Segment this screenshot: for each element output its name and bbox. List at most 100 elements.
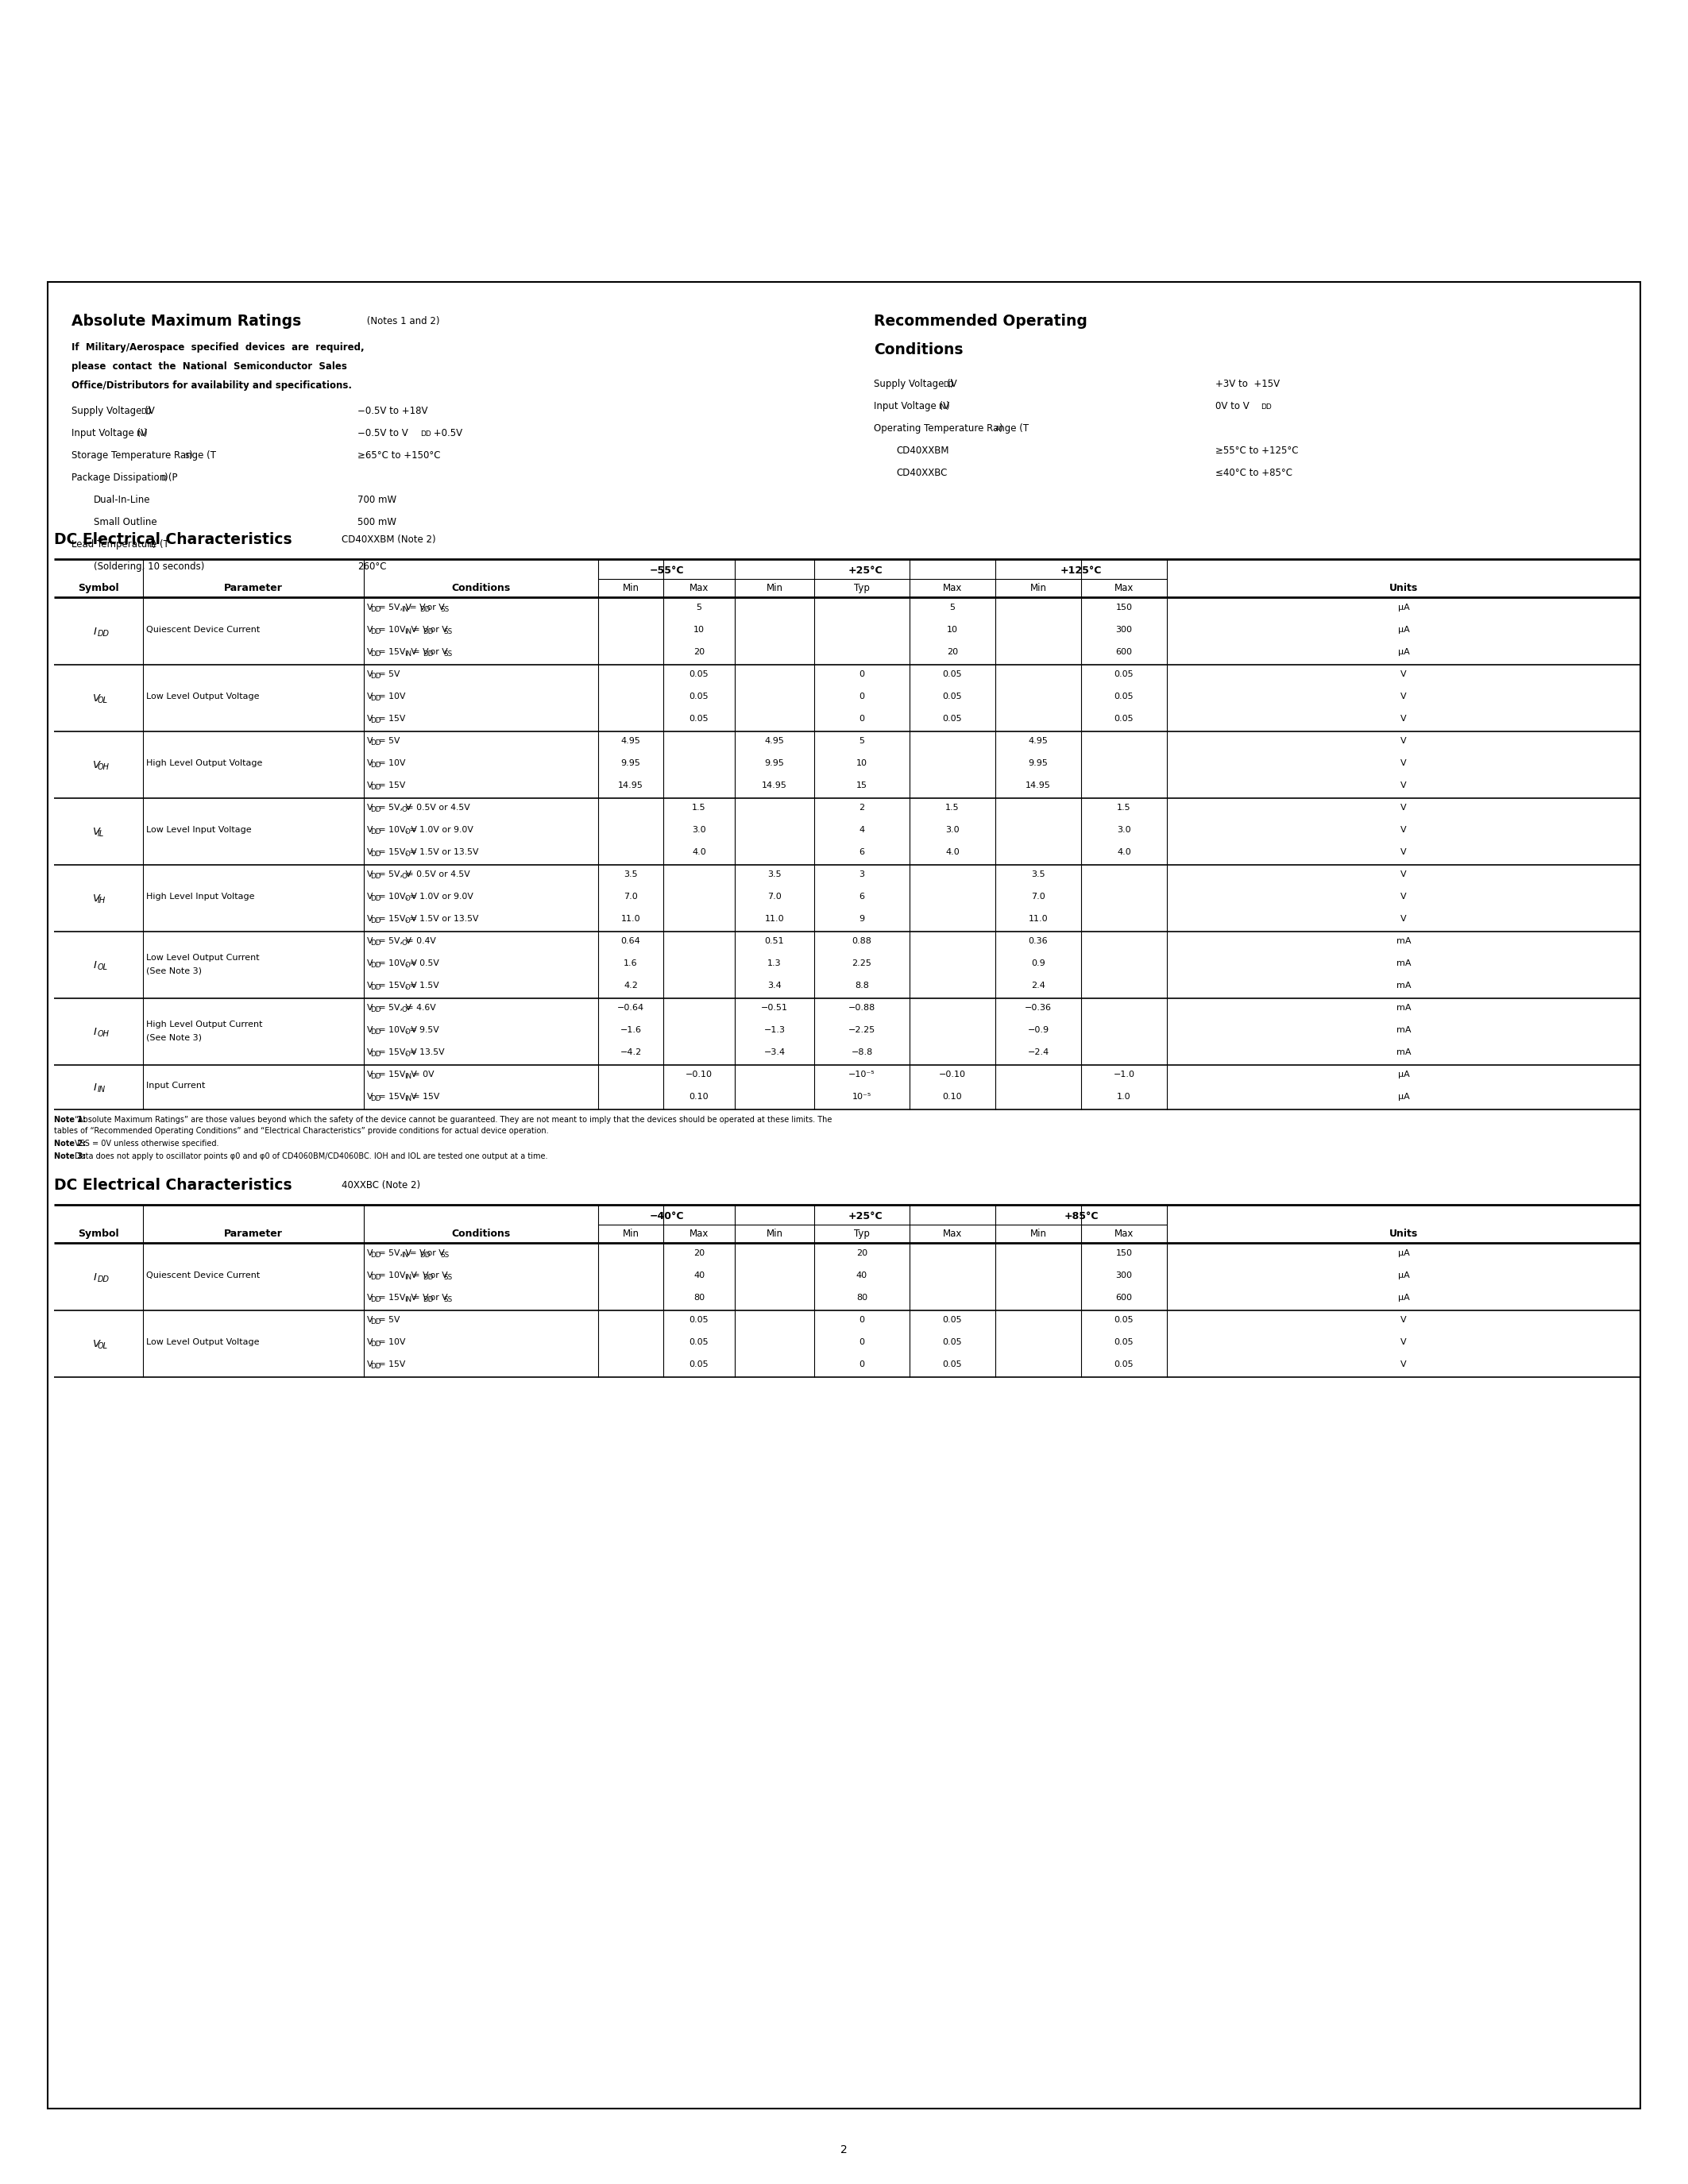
Text: ≥65°C to +150°C: ≥65°C to +150°C: [358, 450, 441, 461]
Text: “Absolute Maximum Ratings” are those values beyond which the safety of the devic: “Absolute Maximum Ratings” are those val…: [74, 1116, 832, 1125]
Text: Max: Max: [942, 583, 962, 594]
Text: V: V: [1401, 893, 1406, 900]
Text: V: V: [1401, 760, 1406, 767]
Text: 14.95: 14.95: [1026, 782, 1052, 788]
Text: 40: 40: [694, 1271, 704, 1280]
Text: Units: Units: [1389, 1230, 1418, 1238]
Text: 0.10: 0.10: [942, 1092, 962, 1101]
Text: mA: mA: [1396, 937, 1411, 946]
Text: DD: DD: [370, 1319, 381, 1326]
Text: −10⁻⁵: −10⁻⁵: [849, 1070, 874, 1079]
Text: 150: 150: [1116, 603, 1133, 612]
Text: O: O: [405, 828, 410, 836]
Text: Data does not apply to oscillator points φ0 and φ0 of CD4060BM/CD4060BC. IOH and: Data does not apply to oscillator points…: [74, 1153, 549, 1160]
Text: −0.36: −0.36: [1025, 1005, 1052, 1011]
Text: = 0.5V: = 0.5V: [407, 959, 439, 968]
Text: V: V: [1401, 1361, 1406, 1369]
Text: = 10V: = 10V: [375, 1339, 405, 1345]
Text: SS: SS: [444, 629, 452, 636]
Text: V: V: [366, 804, 373, 812]
Text: High Level Output Current: High Level Output Current: [147, 1020, 263, 1029]
Text: Storage Temperature Range (T: Storage Temperature Range (T: [71, 450, 216, 461]
Text: 500 mW: 500 mW: [358, 518, 397, 526]
Text: V: V: [366, 981, 373, 989]
Text: Symbol: Symbol: [78, 583, 118, 594]
Text: 1.3: 1.3: [768, 959, 782, 968]
Text: = 1.5V or 13.5V: = 1.5V or 13.5V: [407, 847, 479, 856]
Text: 15: 15: [856, 782, 868, 788]
Text: 0.05: 0.05: [942, 1339, 962, 1345]
Text: Note 2:: Note 2:: [54, 1140, 86, 1147]
Text: Small Outline: Small Outline: [95, 518, 157, 526]
Text: 11.0: 11.0: [621, 915, 640, 924]
Text: 150: 150: [1116, 1249, 1133, 1258]
Text: = 10V, V: = 10V, V: [375, 826, 417, 834]
Text: 3.0: 3.0: [692, 826, 706, 834]
Text: V: V: [1401, 1339, 1406, 1345]
Text: IH: IH: [98, 898, 106, 904]
Text: = 9.5V: = 9.5V: [407, 1026, 439, 1033]
Text: Supply Voltage (V: Supply Voltage (V: [874, 378, 957, 389]
Text: 10⁻⁵: 10⁻⁵: [852, 1092, 871, 1101]
Text: OL: OL: [98, 697, 108, 705]
Text: −4.2: −4.2: [619, 1048, 641, 1057]
Text: DD: DD: [422, 651, 434, 657]
Text: 9.95: 9.95: [621, 760, 641, 767]
Text: OH: OH: [98, 762, 110, 771]
Text: DD: DD: [370, 850, 381, 858]
Text: = 15V, V: = 15V, V: [375, 649, 417, 655]
Text: Parameter: Parameter: [225, 1230, 284, 1238]
Text: V: V: [366, 1271, 373, 1280]
Text: Parameter: Parameter: [225, 583, 284, 594]
Text: 260°C: 260°C: [358, 561, 387, 572]
Text: 4.0: 4.0: [1117, 847, 1131, 856]
Text: 0.05: 0.05: [689, 1339, 709, 1345]
Text: 3.0: 3.0: [945, 826, 959, 834]
Text: 40: 40: [856, 1271, 868, 1280]
Text: DD: DD: [370, 1363, 381, 1369]
Text: Supply Voltage (V: Supply Voltage (V: [71, 406, 155, 417]
Text: Low Level Output Voltage: Low Level Output Voltage: [147, 1339, 260, 1345]
Text: High Level Output Voltage: High Level Output Voltage: [147, 760, 262, 767]
Text: 1.6: 1.6: [625, 959, 638, 968]
Text: 5: 5: [695, 603, 702, 612]
Text: +3V to  +15V: +3V to +15V: [1215, 378, 1280, 389]
Text: Office/Distributors for availability and specifications.: Office/Distributors for availability and…: [71, 380, 351, 391]
Text: DD: DD: [370, 1029, 381, 1035]
Text: 2: 2: [841, 2145, 847, 2156]
Text: = 15V, V: = 15V, V: [375, 981, 417, 989]
Text: If  Military/Aerospace  specified  devices  are  required,: If Military/Aerospace specified devices …: [71, 343, 365, 352]
Text: = 5V: = 5V: [375, 736, 400, 745]
Text: IN: IN: [98, 1085, 106, 1094]
Text: V: V: [366, 649, 373, 655]
Text: 8.8: 8.8: [854, 981, 869, 989]
Text: 6: 6: [859, 893, 864, 900]
Text: DD: DD: [370, 1072, 381, 1081]
Text: V: V: [366, 1092, 373, 1101]
Text: 14.95: 14.95: [618, 782, 643, 788]
Text: please  contact  the  National  Semiconductor  Sales: please contact the National Semiconducto…: [71, 360, 348, 371]
Text: V: V: [366, 714, 373, 723]
Text: −1.3: −1.3: [763, 1026, 785, 1033]
Text: = 15V, V: = 15V, V: [375, 1070, 417, 1079]
Text: Max: Max: [689, 583, 709, 594]
Text: V: V: [93, 1339, 100, 1350]
Text: Quiescent Device Current: Quiescent Device Current: [147, 1271, 260, 1280]
Text: Conditions: Conditions: [451, 583, 510, 594]
Text: V: V: [366, 1293, 373, 1302]
Text: 600: 600: [1116, 649, 1133, 655]
Text: V: V: [366, 782, 373, 788]
Text: 0.88: 0.88: [852, 937, 871, 946]
Text: 4.95: 4.95: [621, 736, 641, 745]
Text: V: V: [366, 1048, 373, 1057]
Text: DD: DD: [370, 1051, 381, 1057]
Text: μA: μA: [1398, 1249, 1409, 1258]
Text: O: O: [405, 1029, 410, 1035]
Text: O: O: [402, 874, 407, 880]
Text: 0.05: 0.05: [1114, 1339, 1134, 1345]
Text: SS: SS: [441, 605, 449, 614]
Text: O: O: [405, 985, 410, 992]
Text: DD: DD: [370, 874, 381, 880]
Text: = 5V: = 5V: [375, 670, 400, 679]
Text: or V: or V: [427, 1293, 449, 1302]
